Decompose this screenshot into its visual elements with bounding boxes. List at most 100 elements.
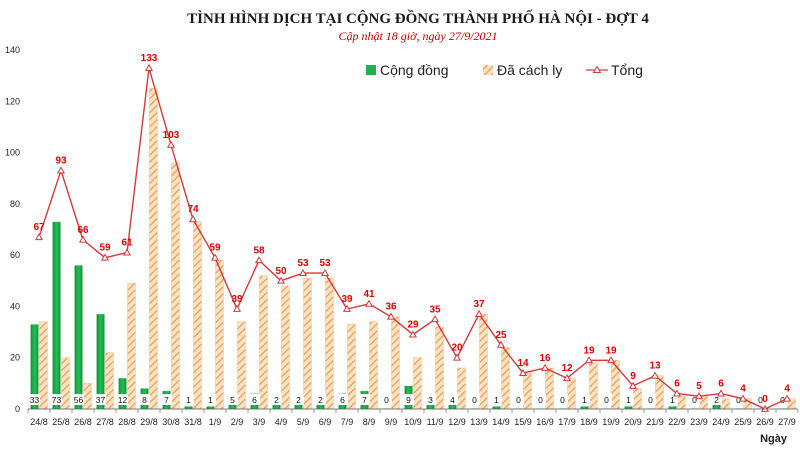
community-value-label: 6 — [340, 395, 345, 405]
community-value-label: 7 — [362, 395, 367, 405]
x-tick-label: 25/9 — [734, 417, 752, 427]
total-point-marker — [232, 304, 242, 312]
total-value-label: 39 — [341, 294, 353, 305]
x-tick-label: 20/9 — [624, 417, 642, 427]
quarantined-bar — [391, 316, 400, 410]
total-point-marker — [694, 391, 704, 400]
total-point-marker — [760, 404, 770, 412]
community-label-bg — [161, 394, 173, 405]
community-label-bg — [689, 394, 701, 405]
community-bar — [580, 406, 589, 409]
quarantined-bar — [413, 357, 422, 410]
total-point-marker — [34, 232, 44, 241]
total-value-label: 35 — [429, 304, 441, 315]
x-axis-label: Ngày — [760, 433, 788, 445]
total-point-marker — [650, 371, 660, 379]
quarantined-bar — [633, 388, 642, 410]
x-tick-label: 19/9 — [602, 417, 620, 427]
community-value-label: 4 — [450, 395, 455, 405]
quarantined-bar — [193, 221, 202, 410]
community-value-label: 0 — [604, 395, 609, 405]
community-label-bg — [623, 394, 635, 405]
community-label-bg — [733, 394, 745, 405]
total-value-label: 0 — [762, 394, 768, 405]
quarantined-bar — [83, 383, 92, 410]
quarantined-bar — [347, 324, 356, 410]
community-value-label: 73 — [52, 395, 62, 405]
total-value-label: 66 — [77, 225, 89, 236]
community-value-label: 37 — [96, 395, 106, 405]
total-point-marker — [672, 389, 682, 397]
quarantined-bar — [325, 278, 334, 410]
total-point-marker — [628, 381, 638, 389]
total-point-marker — [364, 299, 374, 307]
community-label-bg — [513, 394, 525, 405]
community-value-label: 0 — [384, 395, 389, 405]
quarantined-bar — [721, 398, 730, 410]
y-tick-label: 20 — [10, 353, 20, 363]
community-label-bg — [491, 394, 503, 405]
x-tick-label: 23/9 — [690, 417, 708, 427]
total-value-label: 93 — [55, 156, 67, 167]
community-label-bg — [293, 394, 305, 405]
x-tick-label: 29/8 — [140, 417, 158, 427]
total-value-label: 29 — [407, 320, 419, 331]
x-tick-label: 21/9 — [646, 417, 664, 427]
total-point-marker — [782, 394, 792, 402]
community-bar — [206, 406, 215, 409]
legend: Cộng đồng Đã cách ly Tổng — [366, 62, 643, 78]
community-value-label: 1 — [582, 395, 587, 405]
community-value-label: 9 — [406, 395, 411, 405]
x-tick-label: 22/9 — [668, 417, 686, 427]
community-value-label: 1 — [626, 395, 631, 405]
quarantined-bar — [545, 367, 554, 410]
community-label-bg — [271, 394, 283, 405]
community-label-bg — [51, 394, 63, 405]
community-label-bg — [579, 394, 591, 405]
y-tick-label: 100 — [5, 148, 20, 158]
community-bar — [74, 265, 83, 409]
x-tick-label: 1/9 — [209, 417, 222, 427]
x-tick-label: 14/9 — [492, 417, 510, 427]
total-point-marker — [408, 330, 418, 338]
total-value-label: 6 — [674, 379, 680, 390]
total-value-label: 53 — [297, 258, 309, 269]
community-bar — [272, 403, 281, 409]
total-value-label: 133 — [141, 53, 158, 64]
legend-marker-total — [592, 65, 602, 73]
total-value-label: 41 — [363, 289, 375, 300]
total-point-marker — [474, 309, 484, 318]
community-label-bg — [359, 394, 371, 405]
community-value-label: 2 — [296, 395, 301, 405]
community-value-label: 5 — [230, 395, 235, 405]
community-label-bg — [425, 394, 437, 405]
community-label-bg — [777, 394, 789, 405]
community-label-bg — [337, 394, 349, 405]
y-tick-label: 60 — [10, 250, 20, 260]
total-value-label: 16 — [539, 353, 551, 364]
total-point-marker — [452, 353, 462, 361]
x-tick-label: 18/9 — [580, 417, 598, 427]
quarantined-bar — [457, 367, 466, 410]
x-tick-label: 31/8 — [184, 417, 202, 427]
total-value-label: 67 — [33, 222, 45, 233]
total-value-label: 103 — [163, 130, 180, 141]
quarantined-bar — [39, 321, 48, 410]
bars-layer — [30, 88, 796, 410]
community-bar — [668, 406, 677, 409]
community-label-bg — [711, 394, 723, 405]
community-label-bg — [117, 394, 129, 405]
community-value-label: 1 — [494, 395, 499, 405]
x-tick-label: 5/9 — [297, 417, 310, 427]
total-point-marker — [342, 304, 352, 312]
community-value-label: 1 — [670, 395, 675, 405]
total-point-marker — [562, 374, 572, 382]
community-bar — [52, 221, 61, 409]
x-tick-label: 25/8 — [52, 417, 70, 427]
community-label-bg — [667, 394, 679, 405]
x-axis: 24/8 25/8 26/8 27/8 28/8 29/8 30/8 31/8 1/9 2/9 3/… — [27, 408, 799, 427]
quarantined-bar — [105, 352, 114, 410]
community-bar — [712, 403, 721, 409]
community-bar — [426, 401, 435, 409]
